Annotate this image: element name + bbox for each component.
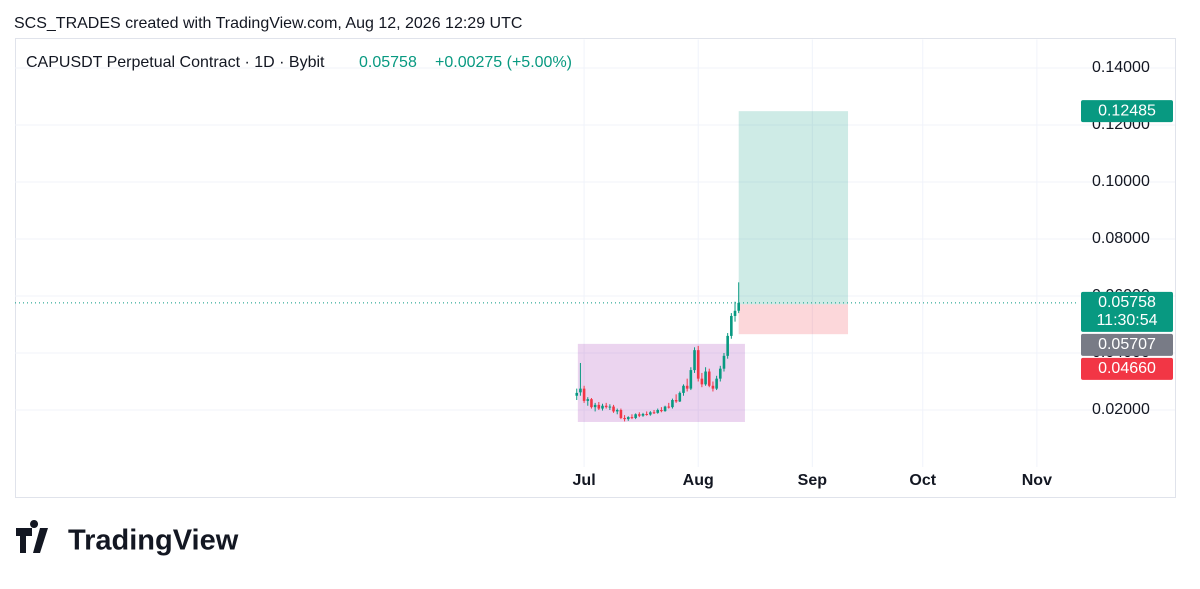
candle-body [604,405,608,408]
candle-body [685,385,689,389]
candle-body [707,371,711,386]
y-tick-label: 0.14000 [1092,59,1150,76]
logo-mark [16,520,48,553]
candle-body [737,302,741,311]
candle-body [608,406,612,408]
candle-body [586,399,590,401]
y-tick-label: 0.10000 [1092,173,1150,190]
last-price: 0.05758 [359,54,417,71]
symbol: CAPUSDT Perpetual Contract · 1D · Bybit [26,54,325,71]
candle-body [718,368,722,379]
candle-body [597,404,601,409]
candle-body [634,414,637,418]
candle-body [582,388,586,401]
candle-body [593,404,597,408]
candle-body [641,413,645,416]
price-label-box [1081,333,1173,356]
change: +0.00275 (+5.00%) [435,54,572,71]
candle-body [711,385,715,389]
candle-body [715,378,718,389]
loss-zone [738,304,849,335]
candle-body [579,388,582,393]
brand: TradingView [68,525,239,557]
candle-body [696,350,700,379]
y-tick-label: 0.08000 [1092,230,1150,247]
candle-body [612,406,615,412]
candle-body [689,370,693,389]
price-label-box [1081,291,1173,332]
candle-body [726,335,729,356]
candle-body [656,410,660,413]
credit: SCS_TRADES created with TradingView.com,… [14,15,522,32]
x-tick-label: Sep [798,472,828,489]
x-tick-label: Nov [1022,472,1052,489]
profit-zone [738,111,849,305]
candle-body [730,315,733,336]
candle-body [638,414,641,416]
price-label: 0.12485 [1098,102,1156,119]
candle-body [623,417,626,420]
candle-body [671,400,674,408]
price-label: 0.05758 [1098,294,1156,311]
candle-body [693,350,696,371]
price-label-box [1081,357,1173,380]
candle-body [678,392,682,402]
y-tick-label: 0.02000 [1092,401,1150,418]
candle-body [645,413,648,415]
candle-body [660,410,663,412]
countdown: 11:30:54 [1096,312,1157,329]
plot: 0.020000.040000.060000.080000.100000.120… [15,39,1175,489]
candle-body [649,412,652,415]
candle-body [652,412,656,414]
candle-body [704,371,707,385]
candle-body [733,310,737,316]
candle-body [630,417,634,419]
candle-body [575,392,579,396]
candle-body [722,355,726,369]
candle-body [700,378,704,385]
candle-body [663,406,667,412]
candle-body [601,405,604,409]
candle-body [667,406,671,408]
frame [15,38,1176,498]
x-tick-label: Oct [909,472,936,489]
tv-logo [16,520,48,553]
price-label: 0.05707 [1098,336,1156,353]
x-tick-label: Aug [683,472,714,489]
candle-body [590,399,593,408]
price-label: 0.04660 [1098,360,1156,377]
candle-body [674,400,678,402]
candle-body [682,385,685,393]
candle-body [619,410,623,418]
candle-body [626,417,630,420]
price-label-box [1081,100,1173,123]
candle-body [615,410,619,412]
x-tick-label: Jul [573,472,596,489]
